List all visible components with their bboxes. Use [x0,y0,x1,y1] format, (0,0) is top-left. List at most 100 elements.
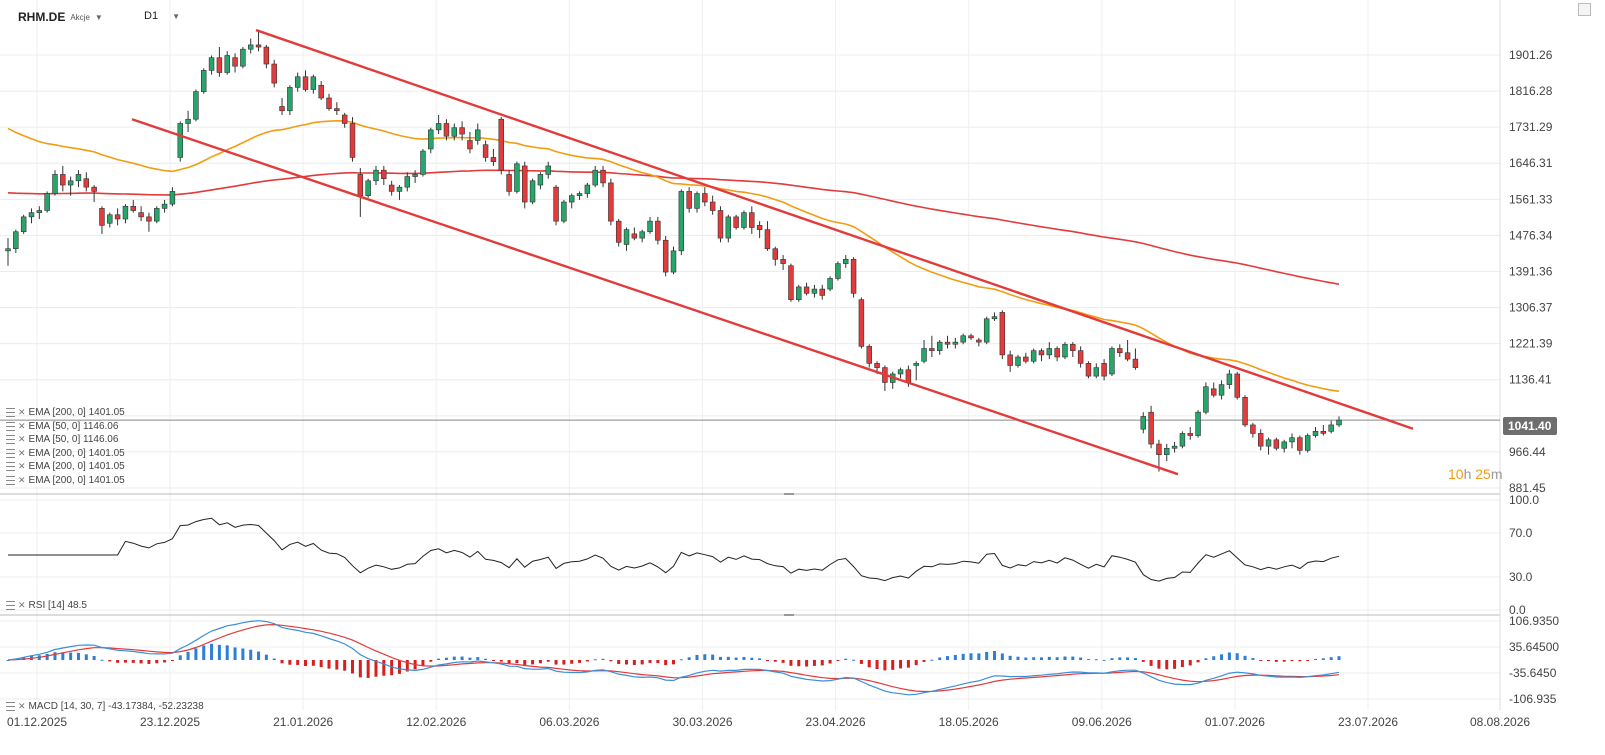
candle-body [803,286,810,294]
candle-body [435,123,442,131]
candle-body [788,265,794,300]
macd-histogram-bar [734,657,738,660]
candle-body [482,144,489,158]
candle-body [921,348,927,362]
rsi-legend[interactable]: ✕ RSI [14] 48.5 [6,600,87,611]
maximize-icon[interactable] [1578,3,1591,16]
candle-body [796,286,802,300]
indicator-settings-icon[interactable] [6,702,15,711]
candle-body [287,87,293,112]
macd-histogram-bar [1274,660,1278,662]
candle-body [1203,386,1209,413]
macd-histogram-bar [1212,656,1216,660]
close-icon[interactable]: ✕ [18,701,26,711]
candle-body [1070,343,1076,351]
candle-body [662,239,669,273]
indicator-settings-icon[interactable] [6,601,15,610]
candle-body [302,76,309,90]
close-icon[interactable]: ✕ [18,474,26,485]
indicator-settings-icon[interactable] [6,462,15,471]
time-axis-label: 30.03.2026 [672,715,732,729]
macd-histogram-bar [241,648,245,660]
candle-body [694,193,700,209]
candle-body [670,250,677,273]
candle-body [1164,447,1170,455]
close-icon[interactable]: ✕ [18,407,26,417]
chevron-down-icon[interactable]: ▼ [172,11,180,21]
candle-body [827,278,833,290]
indicator-settings-icon[interactable] [6,435,15,444]
macd-histogram-bar [390,660,394,676]
ema-legend-row[interactable]: ✕ EMA [50, 0] 1146.06 [6,421,118,432]
time-axis-label: 23.07.2026 [1338,715,1398,729]
macd-histogram-bar [1000,653,1004,660]
candle-body [60,174,66,186]
candle-body [1156,443,1162,455]
indicator-settings-icon[interactable] [6,408,15,417]
rsi-axis-label: 70.0 [1509,526,1533,540]
macd-histogram-bar [288,660,292,665]
last-price-tag: 1041.40 [1503,417,1558,435]
candle-body [1062,343,1068,358]
candle-body [232,57,238,67]
close-icon[interactable]: ✕ [18,434,26,444]
indicator-settings-icon[interactable] [6,475,15,485]
countdown-hours-unit: h [1463,466,1472,482]
candle-body [709,201,716,211]
candle-body [279,106,285,112]
candle-body [850,259,857,294]
indicator-settings-icon[interactable] [6,448,15,458]
ema-legend-row[interactable]: ✕ EMA [200, 0] 1401.05 [6,407,125,418]
close-icon[interactable]: ✕ [18,461,26,471]
candle-body [1054,348,1060,358]
macd-histogram-bar [1079,657,1083,660]
macd-histogram-bar [468,657,472,660]
macd-histogram-bar [585,660,589,662]
ema-legend-text: EMA [200, 0] 1401.05 [28,447,125,459]
macd-histogram-bar [1306,660,1310,661]
candle-body [122,205,129,220]
rsi-line [8,517,1340,582]
candle-body [490,157,497,162]
macd-histogram-bar [1235,653,1239,660]
macd-histogram-bar [1118,657,1122,660]
macd-histogram-bar [116,660,120,663]
indicator-settings-icon[interactable] [6,421,15,431]
candle-body [631,233,638,239]
candle-body [1297,437,1303,451]
candle-body [999,312,1006,356]
candle-body [874,363,880,368]
price-axis-label: 1306.37 [1509,301,1553,315]
close-icon[interactable]: ✕ [18,447,26,458]
candle-body [138,212,144,218]
ema-legend-row[interactable]: ✕ EMA [200, 0] 1401.05 [6,448,125,459]
candle-body [686,191,692,209]
candle-body [1328,424,1334,432]
macd-legend[interactable]: ✕ MACD [14, 30, 7] -43.17384, -52.23238 [6,701,204,712]
macd-histogram-bar [452,656,456,660]
macd-signal-line [7,623,1340,693]
macd-histogram-bar [625,660,629,665]
candle-body [1242,397,1248,426]
close-icon[interactable]: ✕ [18,420,26,431]
ema-legend-row[interactable]: ✕ EMA [200, 0] 1401.05 [6,461,125,472]
macd-histogram-bar [1110,658,1114,660]
macd-histogram-bar [789,660,793,666]
macd-histogram-bar [805,660,809,667]
close-icon[interactable]: ✕ [18,600,26,610]
ema-legend-row[interactable]: ✕ EMA [50, 0] 1146.06 [6,434,118,445]
macd-histogram-bar [1298,660,1302,662]
macd-histogram-bar [1055,657,1059,660]
candle-body [1148,411,1154,445]
timeframe-selector[interactable]: D1 ▼ [144,10,180,22]
candle-body [5,248,11,252]
candle-body [615,220,622,243]
ema-legend-row[interactable]: ✕ EMA [200, 0] 1401.05 [6,475,125,486]
chevron-down-icon[interactable]: ▼ [94,12,103,22]
candle-body [553,186,559,222]
macd-histogram-bar [1086,659,1090,661]
macd-histogram-bar [304,660,308,667]
time-axis-label: 23.04.2026 [806,715,866,729]
symbol-selector[interactable]: RHM.DE Akcje ▼ [18,10,103,24]
